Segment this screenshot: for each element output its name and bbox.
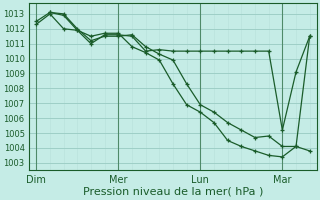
X-axis label: Pression niveau de la mer( hPa ): Pression niveau de la mer( hPa ) bbox=[83, 187, 263, 197]
